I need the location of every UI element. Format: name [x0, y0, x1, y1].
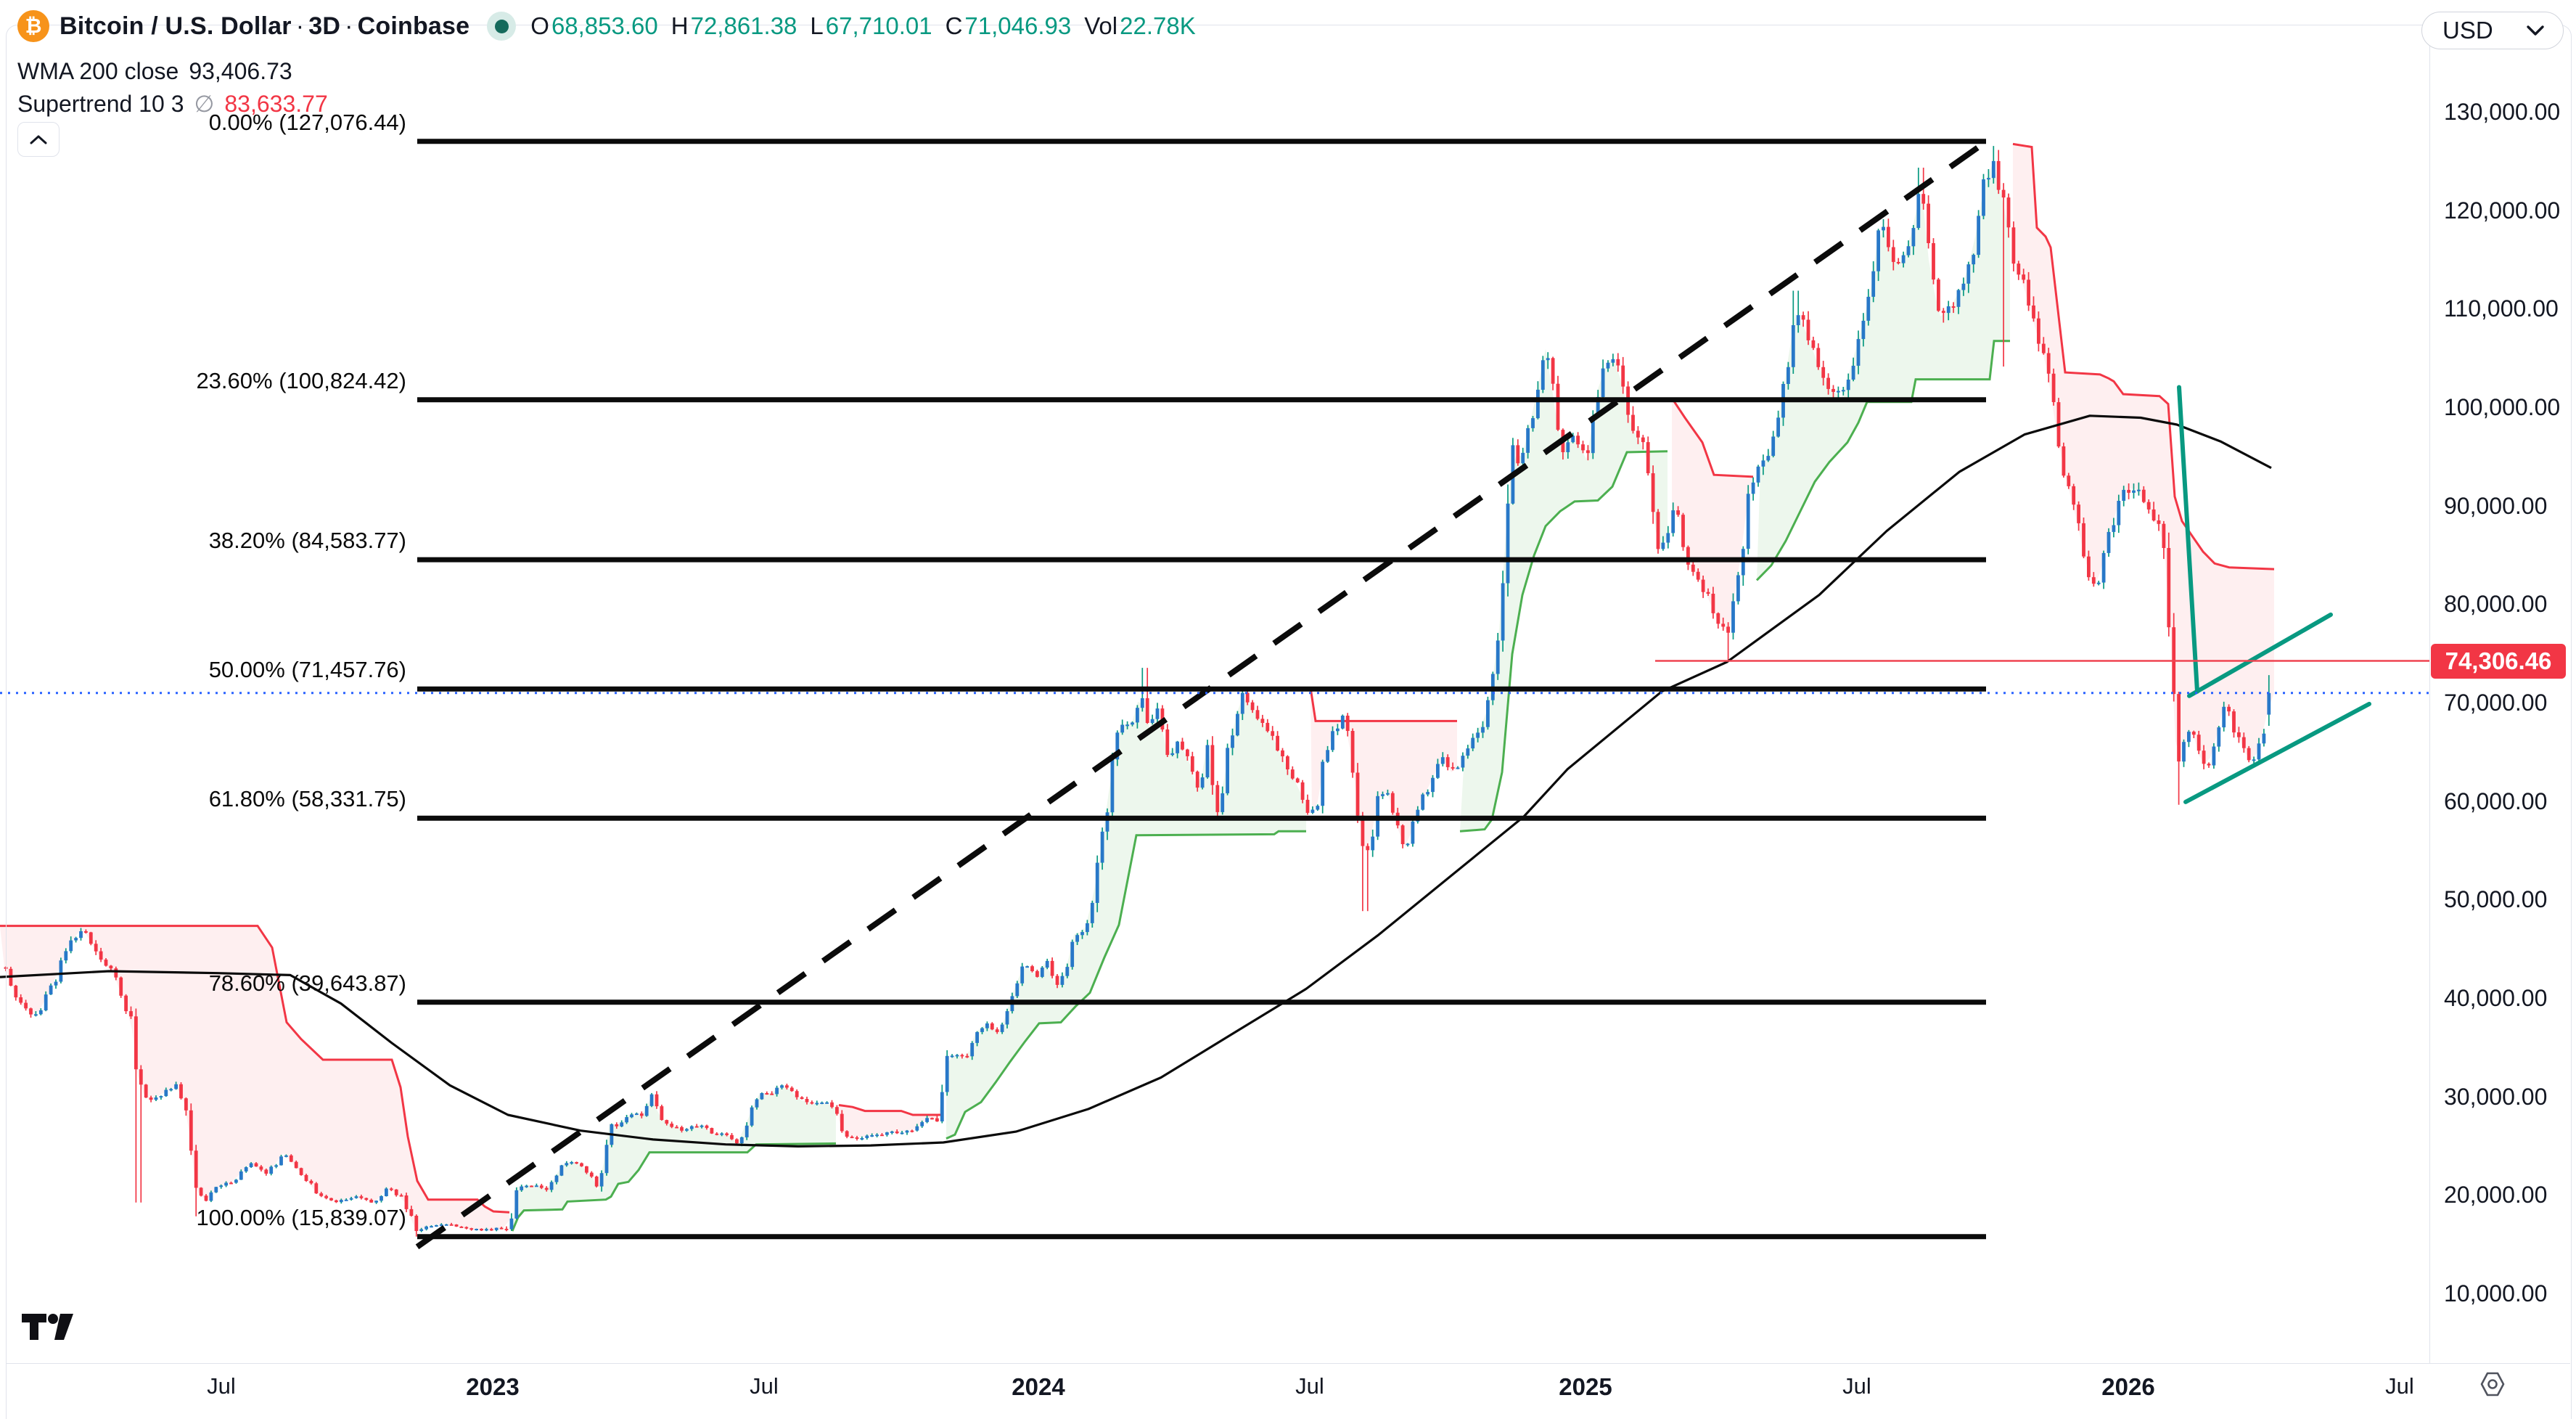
time-tick-month: Jul — [207, 1373, 236, 1399]
price-tick-label: 110,000.00 — [2444, 295, 2559, 322]
close-label: C — [945, 12, 963, 39]
fib-level-label: 50.00% (71,457.76) — [208, 657, 406, 683]
fib-level-label: 0.00% (127,076.44) — [208, 109, 406, 135]
symbol-header[interactable]: ₿ Bitcoin / U.S. Dollar · 3D · Coinbase O68,… — [17, 10, 1196, 42]
tradingview-logo[interactable] — [20, 1311, 75, 1341]
time-tick-year: 2024 — [1012, 1373, 1065, 1400]
time-tick-year: 2023 — [466, 1373, 520, 1400]
time-tick-month: Jul — [1842, 1373, 1871, 1399]
price-tick-label: 120,000.00 — [2444, 197, 2561, 224]
price-tick-label: 40,000.00 — [2444, 984, 2548, 1011]
high-label: H — [670, 12, 689, 39]
fib-level-label: 100.00% (15,839.07) — [196, 1204, 406, 1230]
wma-indicator-value: 93,406.73 — [189, 58, 292, 84]
price-tick-label: 100,000.00 — [2444, 393, 2561, 420]
collapse-indicators-button[interactable] — [17, 122, 60, 157]
ohlc-readout: O68,853.60 H72,861.38 L67,710.01 C71,046… — [530, 12, 1195, 40]
time-tick-year: 2026 — [2101, 1373, 2155, 1400]
price-tick-label: 20,000.00 — [2444, 1182, 2548, 1209]
symbol-title[interactable]: Bitcoin / U.S. Dollar · 3D · Coinbase — [60, 12, 469, 41]
price-tick-label: 80,000.00 — [2444, 591, 2548, 618]
time-tick-year: 2025 — [1559, 1373, 1612, 1400]
volume-label: Vol — [1084, 12, 1118, 39]
price-tick-label: 10,000.00 — [2444, 1280, 2548, 1306]
time-axis[interactable]: Jul 2023 Jul 2024 Jul 2025 Jul 2026 Jul — [0, 1363, 2429, 1419]
price-tick-label: 60,000.00 — [2444, 788, 2548, 814]
bitcoin-icon: ₿ — [17, 10, 49, 42]
currency-label: USD — [2442, 17, 2493, 44]
title-separator: · — [295, 12, 305, 40]
supertrend-indicator-value: 83,633.77 — [224, 90, 328, 117]
time-tick-month: Jul — [1295, 1373, 1324, 1399]
price-tick-label: 50,000.00 — [2444, 886, 2548, 913]
fib-level-label: 78.60% (39,643.87) — [208, 970, 406, 996]
close-value: 71,046.93 — [964, 12, 1072, 39]
low-label: L — [810, 12, 824, 39]
price-tick-label: 70,000.00 — [2444, 689, 2548, 716]
symbol-exchange: Coinbase — [357, 12, 470, 40]
chevron-down-icon — [2527, 25, 2544, 36]
supertrend-indicator-name: Supertrend 10 3 — [17, 90, 184, 117]
symbol-timeframe: 3D — [308, 12, 341, 40]
open-label: O — [530, 12, 549, 39]
wma-indicator-name: WMA 200 close — [17, 58, 179, 84]
price-tick-label: 30,000.00 — [2444, 1083, 2548, 1110]
indicator-row-wma[interactable]: WMA 200 close 93,406.73 — [17, 58, 292, 85]
fib-level-label: 61.80% (58,331.75) — [208, 786, 406, 812]
symbol-name: Bitcoin / U.S. Dollar — [60, 12, 292, 40]
average-symbol: ∅ — [194, 91, 215, 117]
low-value: 67,710.01 — [825, 12, 932, 39]
fib-level-label: 23.60% (100,824.42) — [196, 367, 406, 393]
axis-settings-icon[interactable] — [2476, 1367, 2509, 1401]
time-tick-month: Jul — [750, 1373, 779, 1399]
chevron-up-icon — [30, 135, 47, 144]
volume-value: 22.78K — [1120, 12, 1196, 39]
currency-toggle-button[interactable]: USD — [2421, 12, 2564, 49]
indicator-row-supertrend[interactable]: Supertrend 10 3 ∅ 83,633.77 — [17, 90, 328, 118]
time-tick-month: Jul — [2385, 1373, 2414, 1399]
time-axis-separator — [7, 1363, 2570, 1364]
price-line-badge[interactable]: 74,306.46 — [2431, 643, 2566, 679]
title-separator: · — [345, 12, 353, 40]
price-axis[interactable]: 130,000.00 120,000.00 110,000.00 100,000.00… — [2429, 0, 2576, 1363]
fib-level-label: 38.20% (84,583.77) — [208, 528, 406, 554]
market-status-icon[interactable] — [487, 12, 517, 41]
price-tick-label: 90,000.00 — [2444, 492, 2548, 519]
price-axis-separator — [2429, 25, 2430, 1363]
price-tick-label: 130,000.00 — [2444, 99, 2561, 125]
high-value: 72,861.38 — [690, 12, 797, 39]
open-value: 68,853.60 — [551, 12, 658, 39]
